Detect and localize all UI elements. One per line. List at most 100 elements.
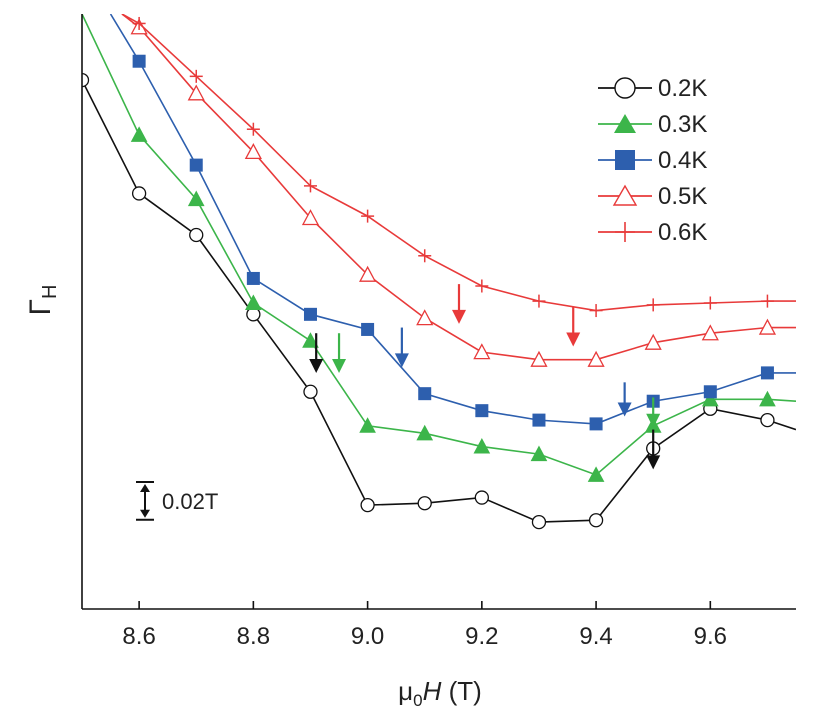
y-axis-label-symbol: Γ	[24, 299, 57, 316]
legend-label: 0.3K	[658, 111, 707, 138]
series-line	[121, 14, 796, 361]
data-point	[187, 190, 205, 207]
transition-arrow	[646, 397, 661, 428]
legend-item: 0.4K	[598, 147, 707, 174]
data-point	[703, 385, 717, 399]
data-point	[646, 298, 660, 312]
series-0.2K	[82, 72, 796, 530]
legend-item: 0.2K	[598, 75, 707, 102]
legend-marker	[614, 114, 636, 133]
series-layer	[82, 14, 796, 530]
x-tick-label: 9.4	[579, 623, 612, 650]
data-point	[303, 179, 317, 193]
legend-label: 0.4K	[658, 147, 707, 174]
data-point	[303, 384, 318, 399]
data-point	[418, 249, 432, 263]
data-point	[131, 186, 147, 201]
data-point	[132, 54, 146, 68]
data-point	[359, 265, 377, 282]
scale-bar-head-bottom	[140, 509, 150, 518]
data-point	[701, 390, 719, 407]
data-point	[187, 84, 205, 101]
legend-marker	[612, 184, 638, 206]
x-tick-label: 8.6	[122, 623, 155, 650]
legend-item: 0.6K	[598, 219, 707, 246]
data-point	[82, 72, 90, 88]
transition-arrow	[394, 327, 409, 368]
transition-arrow	[451, 284, 466, 324]
legend-marker	[615, 150, 635, 170]
transition-arrow	[617, 382, 632, 417]
x-axis-label-subscript: 0	[413, 691, 422, 710]
data-point	[302, 332, 319, 348]
data-point	[417, 496, 432, 511]
data-point	[361, 322, 375, 336]
data-point	[475, 404, 489, 418]
arrow-head	[394, 353, 409, 368]
data-point	[130, 126, 148, 142]
transition-arrow	[566, 306, 581, 347]
x-tick-label: 8.8	[237, 623, 270, 650]
data-point	[587, 350, 605, 367]
data-point	[245, 294, 262, 310]
arrow-head	[451, 309, 466, 324]
legend-marker	[614, 77, 636, 99]
data-point	[531, 514, 547, 530]
legend-item: 0.3K	[598, 111, 707, 138]
data-point	[760, 366, 774, 380]
data-point	[246, 122, 260, 136]
series-0.5K	[121, 14, 796, 367]
data-point	[760, 412, 775, 428]
data-point	[361, 209, 375, 223]
series-0.3K	[82, 14, 796, 482]
data-point	[246, 271, 260, 285]
data-point	[589, 304, 603, 318]
data-point	[703, 296, 717, 310]
series-line	[82, 14, 796, 476]
arrow-layer	[309, 284, 661, 470]
x-tick-label: 9.0	[351, 623, 384, 650]
axes-layer: 8.6 8.8 9.0 9.2 9.4 9.6	[81, 14, 796, 650]
data-point	[244, 143, 262, 160]
data-point	[532, 413, 546, 427]
data-point	[701, 324, 719, 341]
data-point	[473, 343, 491, 360]
x-tick-label: 9.6	[694, 623, 727, 650]
data-point	[416, 424, 434, 441]
data-point	[589, 417, 603, 431]
data-point	[473, 437, 491, 454]
data-point	[588, 513, 604, 528]
arrow-head	[646, 455, 661, 470]
data-point	[301, 209, 320, 226]
legend-label: 0.5K	[658, 183, 707, 210]
data-point	[644, 333, 662, 350]
transition-arrow	[646, 429, 661, 470]
data-point	[587, 466, 605, 482]
series-line	[121, 14, 796, 312]
series-0.4K	[109, 14, 796, 431]
legend-label: 0.6K	[658, 219, 707, 246]
transition-arrow	[332, 333, 347, 373]
data-point	[530, 350, 548, 367]
arrow-head	[332, 359, 347, 373]
data-point	[360, 497, 375, 513]
data-point	[189, 158, 203, 172]
arrow-head	[646, 413, 661, 428]
series-0.6K	[121, 14, 796, 318]
scale-bar: 0.02T	[136, 481, 218, 521]
data-point	[475, 279, 489, 293]
y-axis-label: ΓH	[24, 285, 61, 316]
data-point	[530, 445, 548, 462]
legend-label: 0.2K	[658, 75, 707, 102]
data-point	[418, 387, 432, 401]
scale-bar-label: 0.02T	[162, 489, 218, 514]
arrow-head	[309, 359, 324, 373]
data-point	[303, 307, 317, 321]
data-point	[416, 309, 434, 326]
x-axis-label: μ0H (T)	[398, 676, 482, 710]
transition-arrow	[309, 333, 324, 373]
data-point	[758, 318, 777, 335]
x-axis-label-unit: (T)	[441, 676, 481, 706]
legend-item: 0.5K	[598, 183, 707, 210]
